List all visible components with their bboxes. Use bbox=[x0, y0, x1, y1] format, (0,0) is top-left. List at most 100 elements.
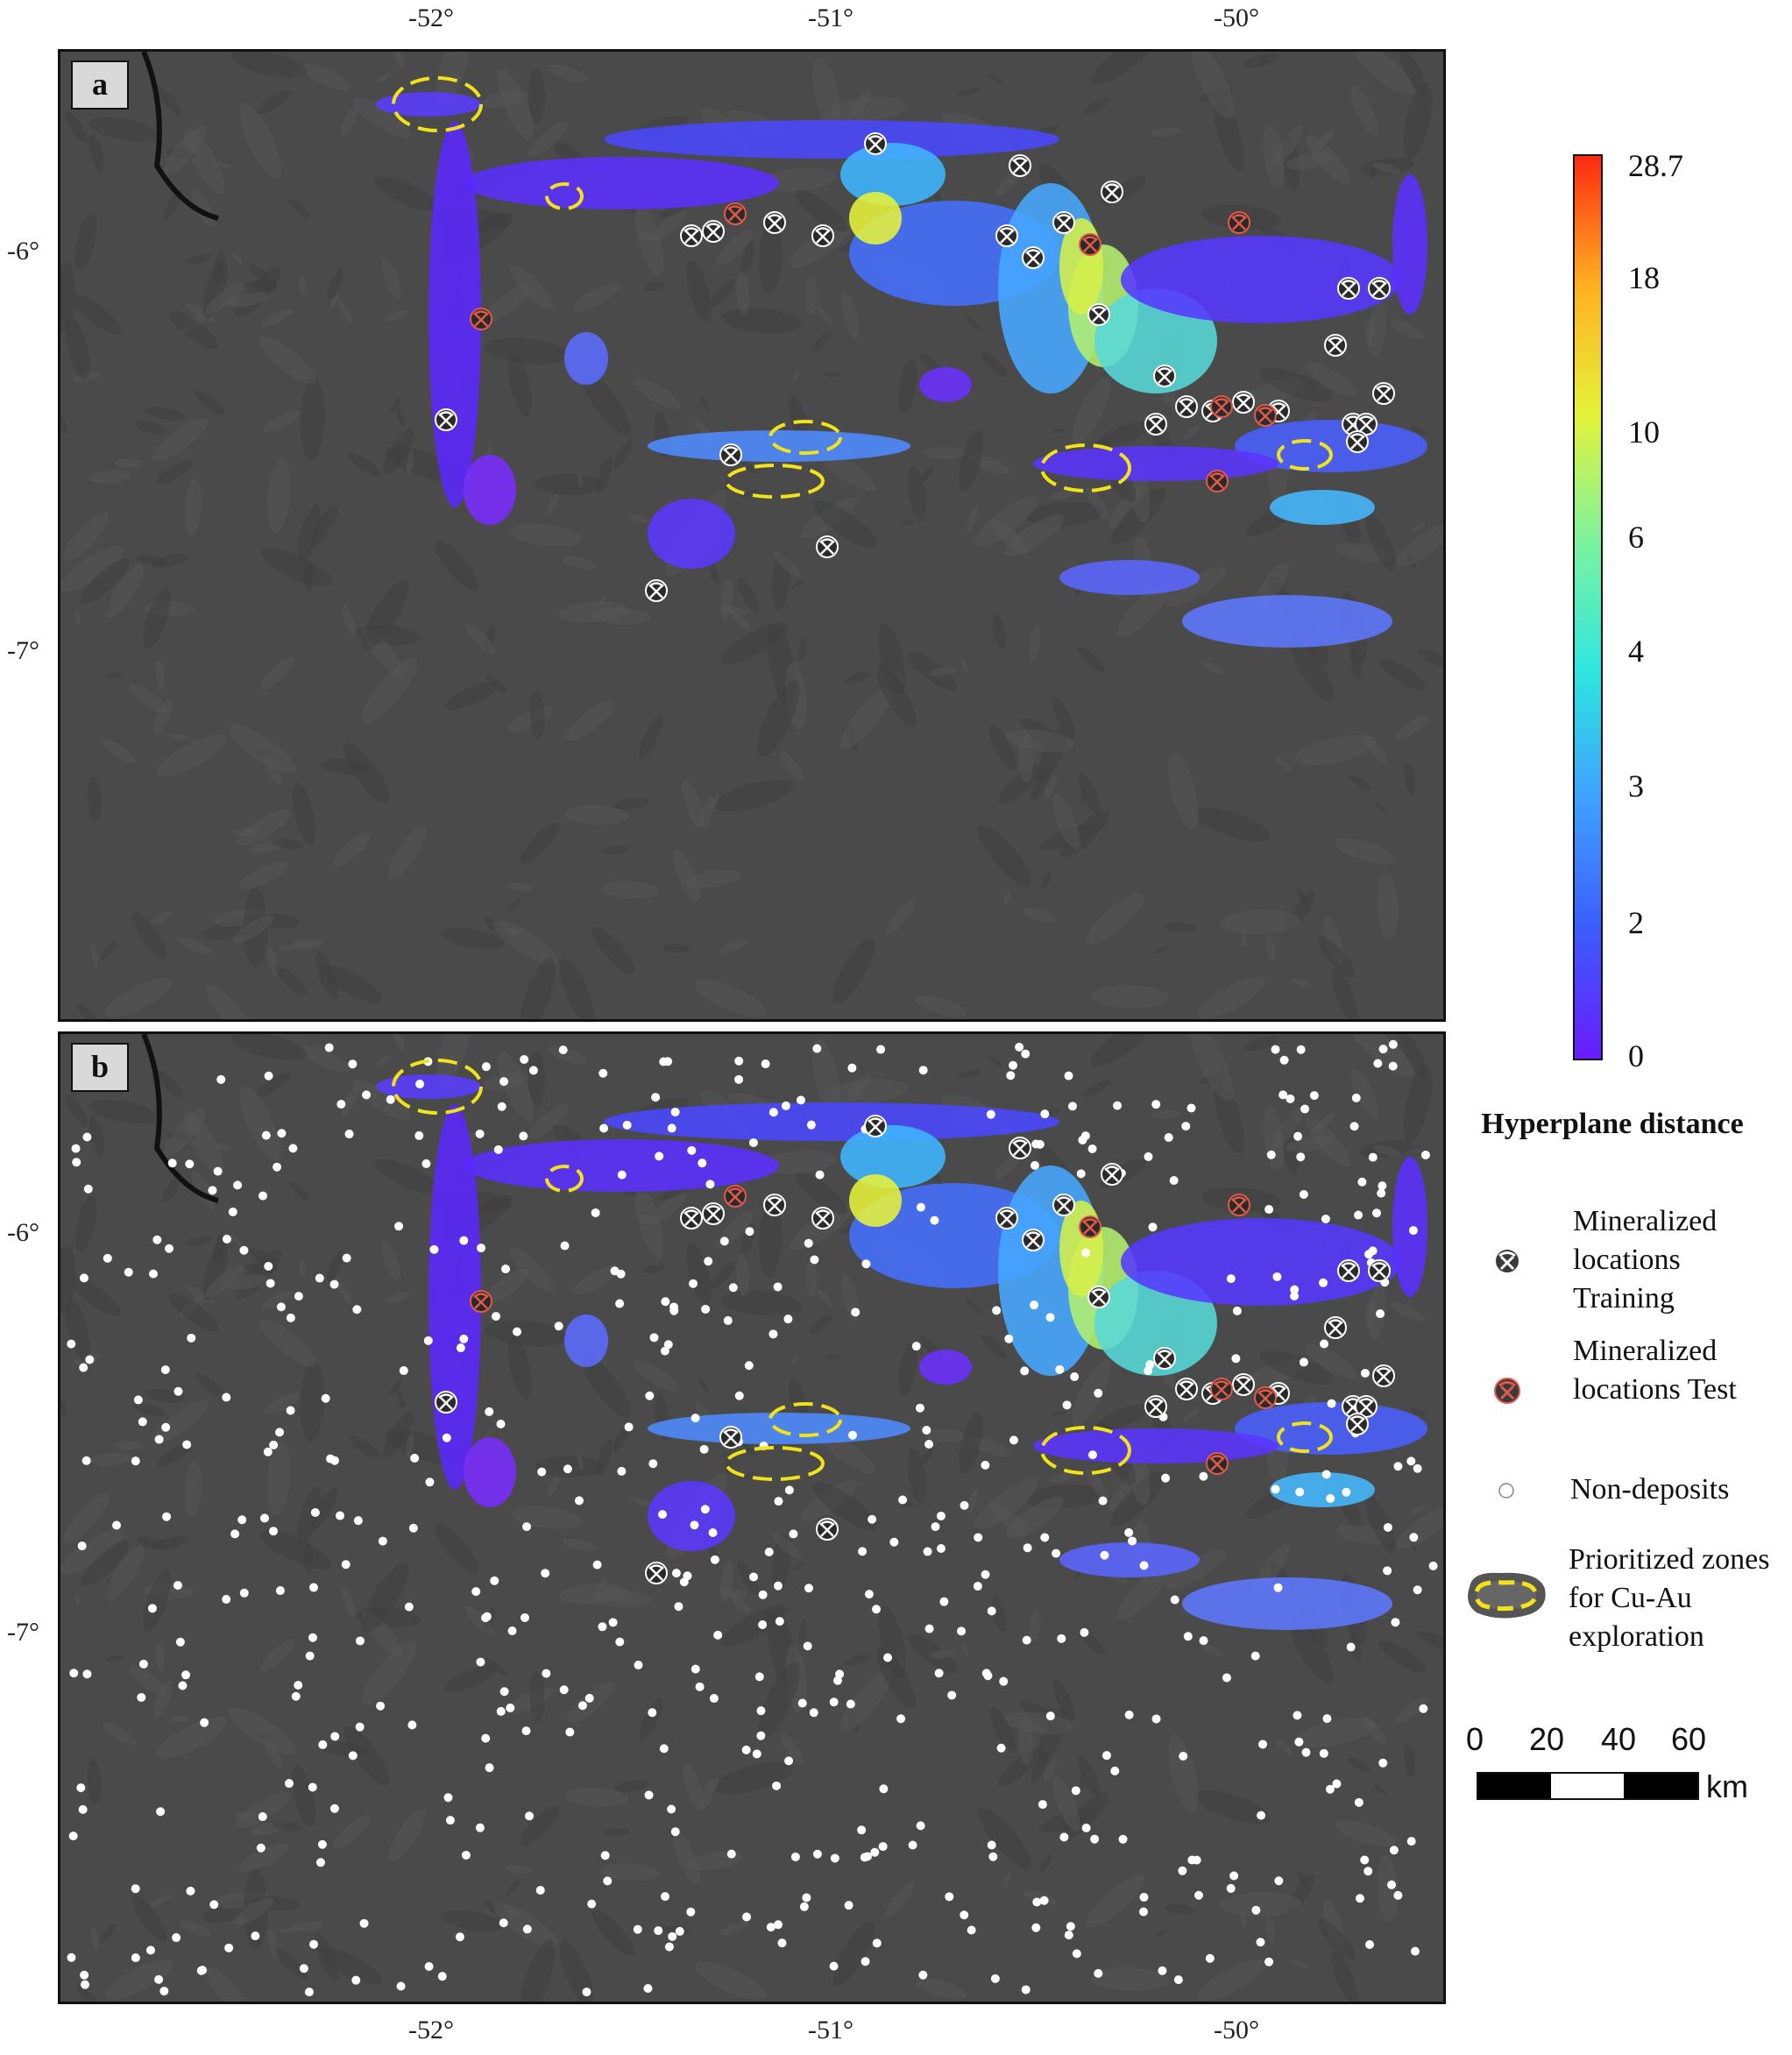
map-b-non-deposit-dot bbox=[456, 1343, 465, 1353]
map-b-non-deposit-dot bbox=[924, 1624, 934, 1633]
map-b-non-deposit-dot bbox=[154, 1435, 164, 1444]
map-b-test-marker bbox=[470, 1290, 492, 1313]
map-b-non-deposit-dot bbox=[675, 1926, 684, 1936]
map-b-non-deposit-dot bbox=[329, 1803, 339, 1813]
map-b-non-deposit-dot bbox=[459, 1334, 469, 1343]
map-b-non-deposit-dot bbox=[1264, 1957, 1274, 1966]
map-b-test-marker bbox=[1079, 1215, 1101, 1238]
map-b-non-deposit-dot bbox=[481, 1733, 491, 1743]
map-b-non-deposit-dot bbox=[844, 1901, 854, 1910]
map-b-non-deposit-dot bbox=[237, 1515, 247, 1525]
map-b-non-deposit-dot bbox=[251, 1931, 260, 1941]
map-b-non-deposit-dot bbox=[1040, 1109, 1050, 1119]
map-b-non-deposit-dot bbox=[79, 1363, 89, 1372]
map-b-non-deposit-dot bbox=[1030, 1160, 1039, 1170]
map-b-non-deposit-dot bbox=[72, 1158, 81, 1167]
map-b-non-deposit-dot bbox=[1264, 1205, 1274, 1215]
map-b-non-deposit-dot bbox=[138, 1659, 148, 1669]
map-b-training-marker bbox=[763, 1194, 786, 1216]
map-b-non-deposit-dot bbox=[974, 1533, 983, 1542]
map-b-non-deposit-dot bbox=[1326, 1493, 1335, 1503]
map-b-non-deposit-dot bbox=[410, 1453, 420, 1463]
map-b-non-deposit-dot bbox=[318, 1740, 328, 1749]
map-b-non-deposit-dot bbox=[752, 1749, 761, 1759]
map-b-non-deposit-dot bbox=[233, 1180, 243, 1190]
map-b-non-deposit-dot bbox=[1151, 1100, 1161, 1109]
map-b-non-deposit-dot bbox=[560, 1241, 570, 1251]
y-tick-a-2: -7° bbox=[7, 636, 39, 665]
map-b-training-marker bbox=[864, 1115, 887, 1137]
map-b-non-deposit-dot bbox=[175, 1637, 185, 1647]
map-b-non-deposit-dot bbox=[386, 1095, 395, 1104]
map-b-training-marker bbox=[680, 1207, 703, 1229]
map-b-non-deposit-dot bbox=[376, 1701, 386, 1711]
map-b-non-deposit-dot bbox=[256, 1843, 266, 1853]
map-b-non-deposit-dot bbox=[429, 1244, 439, 1254]
map-b-non-deposit-dot bbox=[1169, 1176, 1179, 1186]
panel-letter-a: a bbox=[71, 60, 129, 110]
map-b-non-deposit-dot bbox=[1257, 1811, 1266, 1820]
map-b-non-deposit-dot bbox=[587, 1899, 597, 1909]
map-b-non-deposit-dot bbox=[173, 1581, 182, 1591]
map-b-training-marker bbox=[1175, 1378, 1198, 1400]
map-b-non-deposit-dot bbox=[1272, 1272, 1282, 1281]
map-a-test-marker bbox=[1079, 233, 1101, 256]
map-b-non-deposit-dot bbox=[799, 1902, 809, 1911]
map-b-non-deposit-dot bbox=[769, 1108, 778, 1117]
map-b-non-deposit-dot bbox=[1389, 1846, 1399, 1855]
map-b-non-deposit-dot bbox=[1388, 1039, 1398, 1049]
map-b-non-deposit-dot bbox=[1226, 1274, 1236, 1284]
map-b-non-deposit-dot bbox=[1113, 1101, 1123, 1110]
map-b-non-deposit-dot bbox=[981, 1570, 990, 1579]
map-b-non-deposit-dot bbox=[610, 1266, 620, 1276]
map-b-non-deposit-dot bbox=[317, 1839, 327, 1849]
map-b-non-deposit-dot bbox=[1309, 1091, 1319, 1101]
map-b-test-marker bbox=[1228, 1194, 1250, 1216]
map-b-non-deposit-dot bbox=[1293, 1131, 1303, 1141]
legend-label-training: Mineralized locations Training bbox=[1573, 1205, 1718, 1314]
map-a-training-marker bbox=[1337, 277, 1360, 300]
map-b-non-deposit-dot bbox=[1406, 1456, 1416, 1466]
map-b-non-deposit-dot bbox=[690, 1520, 699, 1530]
map-b-non-deposit-dot bbox=[1301, 1747, 1311, 1757]
map-a-zone-18 bbox=[849, 192, 902, 244]
map-b-non-deposit-dot bbox=[1387, 1880, 1397, 1889]
map-b-non-deposit-dot bbox=[222, 1234, 231, 1244]
map-b-non-deposit-dot bbox=[131, 1456, 140, 1466]
map-b-non-deposit-dot bbox=[769, 1329, 778, 1339]
map-b-non-deposit-dot bbox=[648, 1459, 658, 1469]
map-b-non-deposit-dot bbox=[103, 1253, 112, 1263]
map-b-prioritized-zone-1 bbox=[545, 1165, 584, 1193]
map-b-non-deposit-dot bbox=[67, 1339, 76, 1349]
map-b-non-deposit-dot bbox=[79, 1273, 89, 1283]
map-a-training-marker bbox=[864, 132, 887, 155]
map-b-zone-13 bbox=[464, 1437, 516, 1507]
map-b-zone-3 bbox=[840, 1125, 946, 1188]
map-b-non-deposit-dot bbox=[670, 1107, 680, 1116]
map-b-non-deposit-dot bbox=[1419, 1704, 1428, 1713]
map-b-non-deposit-dot bbox=[1118, 1834, 1128, 1844]
map-b-non-deposit-dot bbox=[239, 1245, 249, 1255]
map-b-non-deposit-dot bbox=[1094, 1968, 1103, 1978]
map-b-non-deposit-dot bbox=[396, 1981, 406, 1991]
map-b-non-deposit-dot bbox=[1296, 1045, 1306, 1054]
map-b-non-deposit-dot bbox=[1199, 1636, 1208, 1646]
map-b-non-deposit-dot bbox=[542, 1669, 551, 1678]
map-b-non-deposit-dot bbox=[830, 1853, 839, 1863]
map-b-training-marker bbox=[811, 1207, 834, 1229]
map-b-training-marker bbox=[1087, 1286, 1110, 1308]
map-b-non-deposit-dot bbox=[167, 1159, 177, 1168]
map-b-non-deposit-dot bbox=[1299, 1357, 1308, 1367]
map-b-non-deposit-dot bbox=[1015, 1042, 1024, 1052]
map-b-non-deposit-dot bbox=[263, 1447, 273, 1456]
y-tick-b-1: -6° bbox=[7, 1218, 39, 1247]
map-b-non-deposit-dot bbox=[947, 1690, 957, 1700]
map-b-non-deposit-dot bbox=[1222, 1673, 1231, 1683]
map-b-non-deposit-dot bbox=[355, 1722, 365, 1732]
map-b-non-deposit-dot bbox=[1009, 1060, 1018, 1070]
scale-tick-0: 0 bbox=[1466, 1721, 1484, 1757]
map-b-non-deposit-dot bbox=[1327, 1399, 1336, 1408]
map-b-non-deposit-dot bbox=[1081, 1248, 1091, 1258]
map-b-non-deposit-dot bbox=[315, 1273, 324, 1283]
map-b-non-deposit-dot bbox=[528, 1066, 538, 1075]
